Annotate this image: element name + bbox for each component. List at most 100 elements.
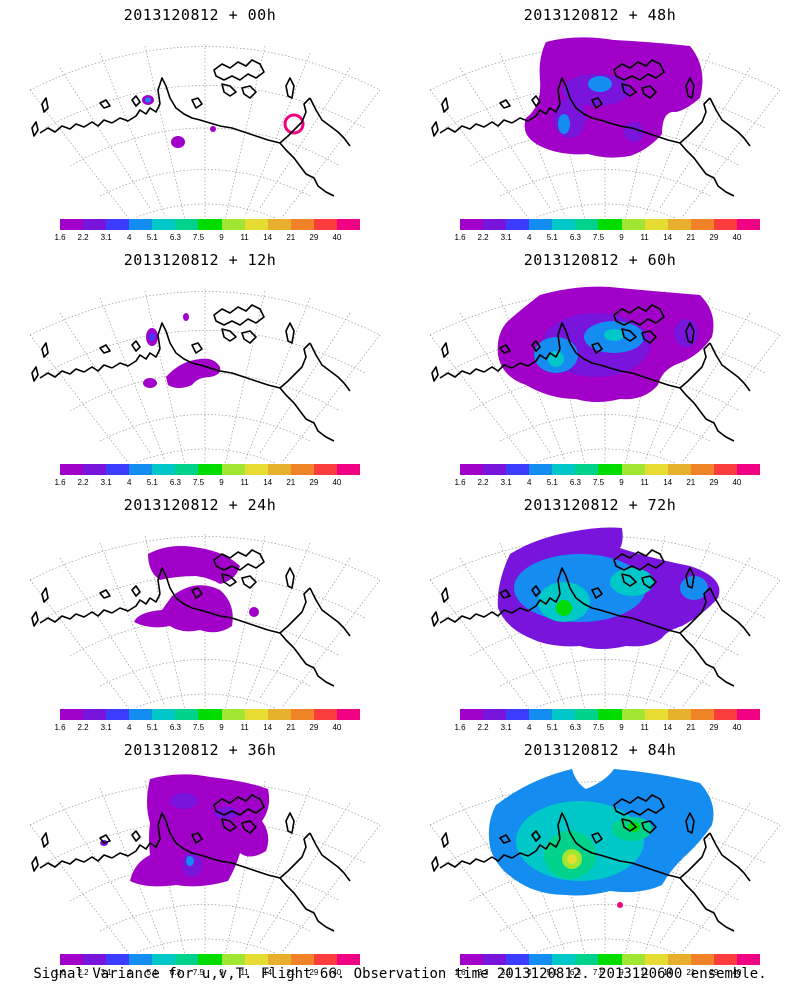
colorbar-swatch xyxy=(152,464,176,475)
map-plot xyxy=(429,286,781,463)
colorbar-label: 9 xyxy=(619,968,624,977)
colorbar-label: 29 xyxy=(309,233,319,242)
colorbar-label: 7.5 xyxy=(592,478,605,487)
colorbar-label: 7.5 xyxy=(192,478,205,487)
panel-title: 2013120812 + 12h xyxy=(123,251,277,269)
colorbar-swatch xyxy=(106,709,130,720)
signal-field xyxy=(524,37,703,158)
colorbar-swatch xyxy=(175,954,199,965)
map-plot xyxy=(429,769,781,953)
colorbar-swatch xyxy=(667,709,691,720)
map-panel-48h: 2013120812 + 48h 1.6 2.2 3.1 4 5.1 6.3 7.5 9 11 1… xyxy=(400,0,800,245)
colorbar-label: 21 xyxy=(686,478,696,487)
colorbar-label: 21 xyxy=(686,723,696,732)
colorbar-label: 7.5 xyxy=(592,233,605,242)
colorbar-label: 1.6 xyxy=(454,723,466,732)
colorbar-swatch xyxy=(575,464,599,475)
panel-title: 2013120812 + 00h xyxy=(123,6,277,24)
colorbar-label: 5.1 xyxy=(146,723,158,732)
colorbar-swatch xyxy=(667,219,691,230)
colorbar-label: 3.1 xyxy=(500,723,512,732)
colorbar-swatch xyxy=(460,954,484,965)
colorbar-label: 40 xyxy=(732,478,742,487)
colorbar-swatch xyxy=(460,464,484,475)
map-panel-60h: 2013120812 + 60h 1.6 2.2 3.1 4 5.1 6.3 7.5 9 11 1… xyxy=(400,245,800,490)
colorbar-label: 6.3 xyxy=(169,723,181,732)
colorbar-label: 2.2 xyxy=(77,968,89,977)
map-panel-00h: 2013120812 + 00h 1.6 2.2 3.1 4 5.1 6.3 7.5 9 11 1… xyxy=(0,0,400,245)
colorbar-swatch xyxy=(290,464,314,475)
colorbar-label: 21 xyxy=(686,233,696,242)
colorbar-label: 1.6 xyxy=(454,478,466,487)
colorbar-label: 3.1 xyxy=(500,478,512,487)
colorbar-label: 14 xyxy=(663,233,673,242)
colorbar-swatch xyxy=(336,464,361,475)
colorbar-label: 2.2 xyxy=(477,968,489,977)
colorbar-swatch xyxy=(175,219,199,230)
colorbar xyxy=(460,464,761,475)
colorbar-label: 6.3 xyxy=(569,723,581,732)
colorbar-label: 3.1 xyxy=(500,233,512,242)
colorbar-label: 3.1 xyxy=(500,968,512,977)
colorbar-swatch xyxy=(290,709,314,720)
colorbar-swatch xyxy=(644,709,668,720)
colorbar-label: 5.1 xyxy=(146,233,158,242)
colorbar-label: 40 xyxy=(332,233,342,242)
colorbar-label: 3.1 xyxy=(100,968,112,977)
map-plot xyxy=(29,43,381,218)
colorbar-swatch xyxy=(621,709,645,720)
colorbar-label: 11 xyxy=(240,723,249,732)
colorbar-swatch xyxy=(198,464,222,475)
colorbar-label: 2.2 xyxy=(77,478,89,487)
colorbar-swatch xyxy=(598,464,622,475)
colorbar-swatch xyxy=(83,954,107,965)
colorbar-label: 1.6 xyxy=(454,968,466,977)
colorbar-label: 14 xyxy=(263,723,273,732)
colorbar-label: 14 xyxy=(663,478,673,487)
colorbar-swatch xyxy=(644,954,668,965)
colorbar-swatch xyxy=(60,219,84,230)
map-panel-36h: 2013120812 + 36h 1.6 2.2 3.1 4 5.1 6.3 7.5 9 11 1… xyxy=(0,735,400,980)
colorbar-label: 2.2 xyxy=(77,233,89,242)
colorbar-swatch xyxy=(129,219,153,230)
colorbar-label: 9 xyxy=(619,233,624,242)
figure-title: Signal Variance for u,v,T. Flight 66. Ob… xyxy=(33,966,767,982)
panel-title: 2013120812 + 48h xyxy=(523,6,677,24)
colorbar-swatch xyxy=(690,464,714,475)
colorbar-swatch xyxy=(552,219,576,230)
colorbar-label: 29 xyxy=(709,233,719,242)
panel-title: 2013120812 + 24h xyxy=(123,496,277,514)
colorbar-label: 29 xyxy=(309,968,319,977)
colorbar-swatch xyxy=(690,709,714,720)
colorbar-swatch xyxy=(690,219,714,230)
colorbar-swatch xyxy=(267,709,291,720)
signal-field xyxy=(142,95,305,148)
colorbar-label: 2.2 xyxy=(477,233,489,242)
colorbar-label: 14 xyxy=(263,968,273,977)
colorbar-swatch xyxy=(621,954,645,965)
colorbar-label: 4 xyxy=(526,968,532,977)
colorbar-swatch xyxy=(244,709,268,720)
colorbar-swatch xyxy=(552,464,576,475)
colorbar-swatch xyxy=(83,464,107,475)
colorbar-swatch xyxy=(529,709,553,720)
colorbar-label: 1.6 xyxy=(54,233,66,242)
panel-title: 2013120812 + 60h xyxy=(523,251,677,269)
colorbar xyxy=(60,464,361,475)
colorbar-swatch xyxy=(106,464,130,475)
colorbar-swatch xyxy=(198,954,222,965)
colorbar-swatch xyxy=(198,219,222,230)
colorbar-label: 29 xyxy=(709,478,719,487)
colorbar-label: 7.5 xyxy=(192,968,205,977)
colorbar-label: 9 xyxy=(219,723,224,732)
signal-field xyxy=(497,527,720,649)
colorbar-labels: 1.6 2.2 3.1 4 5.1 6.3 7.5 9 11 14 21 29 40 xyxy=(54,478,360,488)
colorbar-label: 9 xyxy=(219,478,224,487)
colorbar-label: 2.2 xyxy=(477,723,489,732)
colorbar-label: 14 xyxy=(263,478,273,487)
colorbar-swatch xyxy=(60,464,84,475)
colorbar-label: 21 xyxy=(286,233,296,242)
colorbar-swatch xyxy=(267,219,291,230)
colorbar-swatch xyxy=(336,709,361,720)
colorbar-swatch xyxy=(736,954,761,965)
